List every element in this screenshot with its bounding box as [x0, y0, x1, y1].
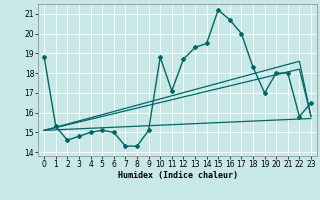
X-axis label: Humidex (Indice chaleur): Humidex (Indice chaleur)	[118, 171, 238, 180]
